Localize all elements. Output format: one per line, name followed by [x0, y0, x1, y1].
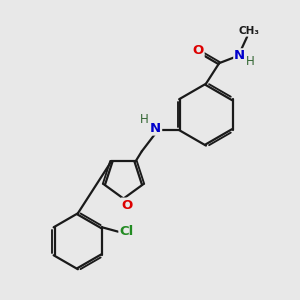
Text: Cl: Cl [119, 225, 134, 238]
Text: N: N [234, 49, 245, 62]
Text: O: O [122, 199, 133, 212]
Text: H: H [246, 55, 255, 68]
Text: O: O [192, 44, 204, 57]
Text: N: N [150, 122, 161, 135]
Text: H: H [140, 113, 149, 126]
Text: CH₃: CH₃ [238, 26, 259, 36]
